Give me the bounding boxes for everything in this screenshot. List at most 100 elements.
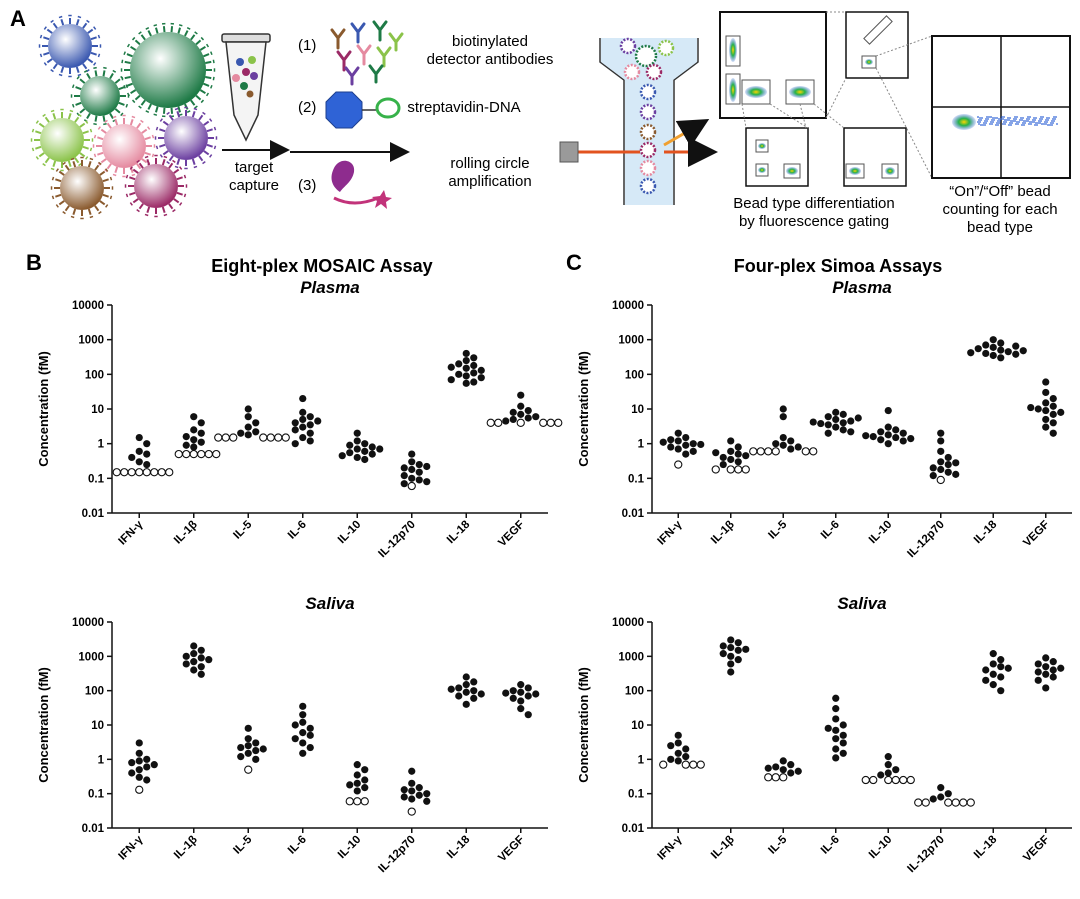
scatter-arrow	[663, 119, 710, 147]
chart-0-point-2-8	[229, 433, 238, 442]
chart-1-point-0-10	[659, 438, 667, 446]
chart-2-point-4-3	[361, 776, 369, 784]
chart-3-point-2-7	[779, 773, 788, 782]
chart-1-ytick-4: 100	[625, 369, 644, 381]
chart-3-point-2-3	[779, 766, 787, 774]
chart-2-point-5-10	[407, 807, 416, 816]
chart-1-point-2-10	[801, 447, 810, 456]
chart-0-point-0-4	[128, 453, 136, 462]
chart-0-point-5-5	[415, 468, 423, 476]
chart-0-point-5-1	[408, 458, 416, 466]
chart-3-point-4-1	[884, 761, 892, 769]
chart-1-point-3-7	[832, 423, 840, 431]
chart-0-point-5-11	[423, 462, 431, 471]
chart-2-point-1-2	[190, 650, 198, 658]
chart-3-point-5-4	[944, 798, 953, 807]
chart-0-ytick-0: 0.01	[82, 508, 105, 520]
chart-0-point-4-10	[353, 453, 361, 462]
tube-icon	[221, 33, 271, 142]
chart-2-point-7-9	[524, 711, 532, 719]
chart-1-ytick-5: 1000	[618, 335, 644, 347]
chart-2-point-3-7	[299, 739, 307, 747]
chart-0-point-0-2	[135, 447, 143, 455]
flow-bead-7	[639, 123, 657, 141]
chart-3-point-7-1	[1049, 658, 1057, 666]
chart-1-xtick-3: IL-6	[819, 519, 842, 542]
chart-3-point-0-9	[689, 760, 698, 769]
chart-1-point-1-5	[727, 455, 735, 464]
chart-0-point-7-6	[524, 414, 532, 422]
chart-1-point-5-7	[937, 465, 945, 474]
chart-3-point-7-7	[1049, 673, 1057, 681]
chart-3-point-3-5	[839, 731, 847, 739]
chart-3-point-1-5	[719, 650, 727, 658]
chart-2-point-3-3	[306, 724, 314, 732]
chart-0-point-2-10	[221, 433, 230, 442]
chart-0-point-7-13	[486, 418, 495, 427]
chart-2-point-1-1	[197, 646, 205, 654]
chart-2-point-1-4	[197, 654, 205, 662]
chart-0-point-1-1	[197, 419, 205, 427]
chart-2-point-5-6	[415, 791, 423, 799]
chart-0-point-6-8	[455, 370, 463, 378]
chart-2-xtick-5: IL-12p70	[376, 834, 417, 875]
step1-label-2: detector antibodies	[427, 51, 554, 68]
bead-1	[120, 22, 216, 118]
chart-1-ytick-3: 10	[631, 404, 644, 416]
chart-1-point-6-7	[989, 351, 997, 360]
chart-2-xtick-1: IL-1β	[172, 834, 200, 862]
chart-0-point-7-7	[509, 415, 517, 424]
chart-0-point-7-0	[517, 391, 525, 399]
chart-1-point-2-3	[787, 437, 795, 445]
chart-1-xtick-5: IL-12p70	[905, 519, 946, 560]
chart-1-point-3-12	[854, 414, 862, 422]
chart-1-point-0-0	[674, 429, 682, 437]
chart-2-point-4-9	[360, 797, 369, 806]
chart-1-point-0-6	[667, 443, 675, 451]
chart-0-point-3-7	[291, 426, 299, 434]
step2-label: streptavidin-DNA	[407, 99, 520, 116]
step3-label-1: rolling circle	[450, 155, 529, 172]
chart-0-point-4-6	[361, 447, 369, 455]
chart-1-point-0-2	[667, 436, 675, 444]
chart-1-point-1-10	[726, 465, 735, 474]
chart-3-point-4-6	[891, 775, 900, 785]
chart-0-point-0-10	[150, 468, 159, 477]
chart-2-point-0-4	[128, 759, 136, 767]
chart-1-point-4-6	[869, 432, 877, 441]
chart-3-point-7-2	[1034, 660, 1042, 668]
chart-1-point-4-8	[907, 435, 915, 443]
chart-1-point-2-6	[794, 443, 802, 451]
chart-1-point-5-6	[929, 464, 937, 472]
chart-0-point-2-13	[281, 433, 290, 442]
chart-1-point-4-3	[877, 428, 885, 436]
chart-1-point-3-9	[847, 428, 855, 436]
chart-0-point-7-3	[509, 408, 517, 416]
chart-2-point-7-2	[509, 687, 517, 695]
capture-label-2: capture	[229, 177, 279, 194]
chart-2-point-4-6	[361, 784, 369, 792]
chart-3-point-5-0	[937, 784, 945, 792]
chart-1-point-2-9	[764, 447, 773, 456]
chart-0-point-4-0	[353, 429, 361, 437]
gating-label-1: Bead type differentiation	[733, 195, 895, 212]
flow-bead-3	[623, 63, 641, 81]
chart-3-point-5-8	[914, 798, 923, 807]
chart-2-point-6-1	[470, 678, 478, 686]
bead-6	[50, 156, 114, 220]
chart-1-point-7-1	[1042, 388, 1050, 397]
chart-2-point-6-7	[455, 692, 463, 700]
chart-2-point-1-3	[182, 652, 190, 660]
chart-1-point-5-5	[944, 460, 952, 469]
chart-1-point-4-4	[899, 429, 907, 437]
chart-0-point-0-11	[120, 468, 129, 477]
chart-0-point-6-5	[462, 364, 470, 372]
chart-1-point-3-10	[824, 429, 832, 437]
chart-2-point-2-10	[244, 765, 253, 774]
chart-0-point-3-3	[299, 415, 307, 424]
chart-1-point-5-12	[936, 475, 945, 485]
chart-1-point-4-5	[884, 431, 892, 439]
chart-2: Saliva 0.01 0.1 1 10 100 1000 10000 Concentratio…	[36, 594, 548, 875]
chart-0-point-6-1	[470, 354, 478, 362]
gating-label-2: by fluorescence gating	[739, 213, 889, 230]
